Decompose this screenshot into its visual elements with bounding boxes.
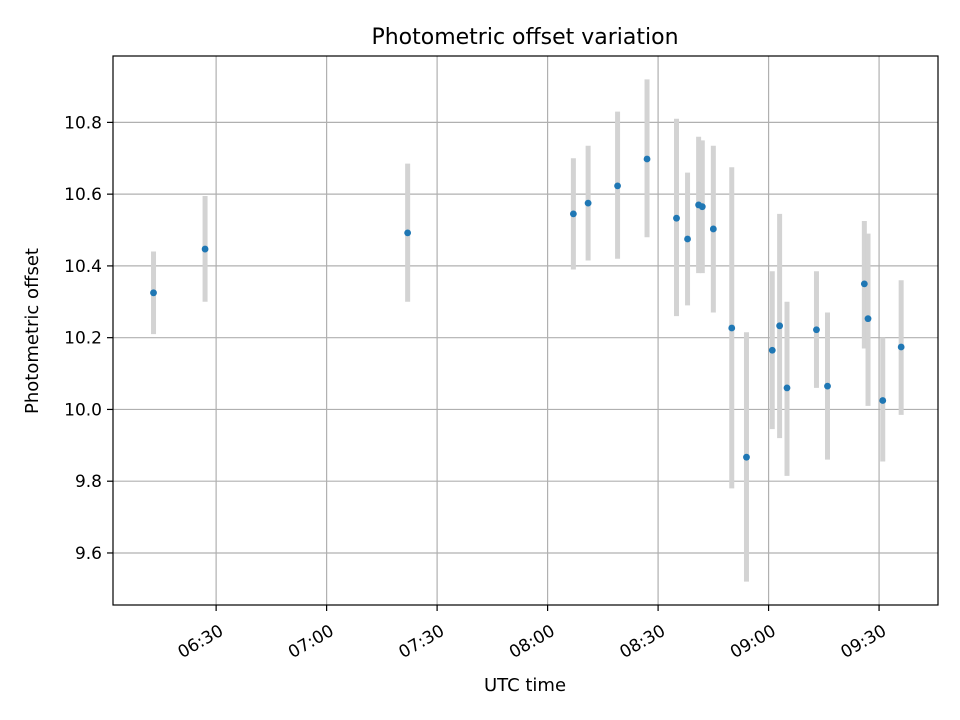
data-point xyxy=(728,324,736,332)
data-point xyxy=(824,382,831,390)
data-point xyxy=(860,280,868,288)
data-point xyxy=(673,214,680,222)
y-tick-label: 10.8 xyxy=(64,113,102,133)
data-point xyxy=(783,384,791,392)
y-tick-label: 9.8 xyxy=(75,472,102,492)
y-tick-label: 10.6 xyxy=(64,185,102,205)
plot-frame xyxy=(112,55,939,606)
y-axis-label: Photometric offset xyxy=(22,248,43,414)
data-point xyxy=(684,235,691,243)
y-tick-label: 10.4 xyxy=(64,257,102,277)
data-point xyxy=(813,326,820,334)
data-point xyxy=(614,182,621,190)
data-point xyxy=(569,210,577,218)
data-point xyxy=(743,453,750,461)
y-axis-ticks: 9.6 9.8 10.0 10.2 10.4 10.6 10.8 xyxy=(64,113,113,564)
y-tick-label: 9.6 xyxy=(75,544,102,564)
data-point xyxy=(201,245,209,253)
y-tick-label: 10.2 xyxy=(64,329,102,349)
y-tick-label: 10.0 xyxy=(64,400,102,420)
data-point xyxy=(150,289,157,297)
data-point xyxy=(897,343,905,351)
data-point xyxy=(768,346,776,354)
data-point xyxy=(709,225,717,233)
data-point xyxy=(584,199,592,207)
data-points xyxy=(150,155,905,461)
chart-title: Photometric offset variation xyxy=(371,25,678,50)
x-axis-label: UTC time xyxy=(484,675,566,696)
data-point xyxy=(643,155,651,163)
data-point xyxy=(879,397,887,404)
data-point xyxy=(698,203,706,211)
data-point xyxy=(404,229,412,237)
data-point xyxy=(776,322,784,330)
data-point xyxy=(864,315,872,323)
grid-lines xyxy=(113,56,938,605)
